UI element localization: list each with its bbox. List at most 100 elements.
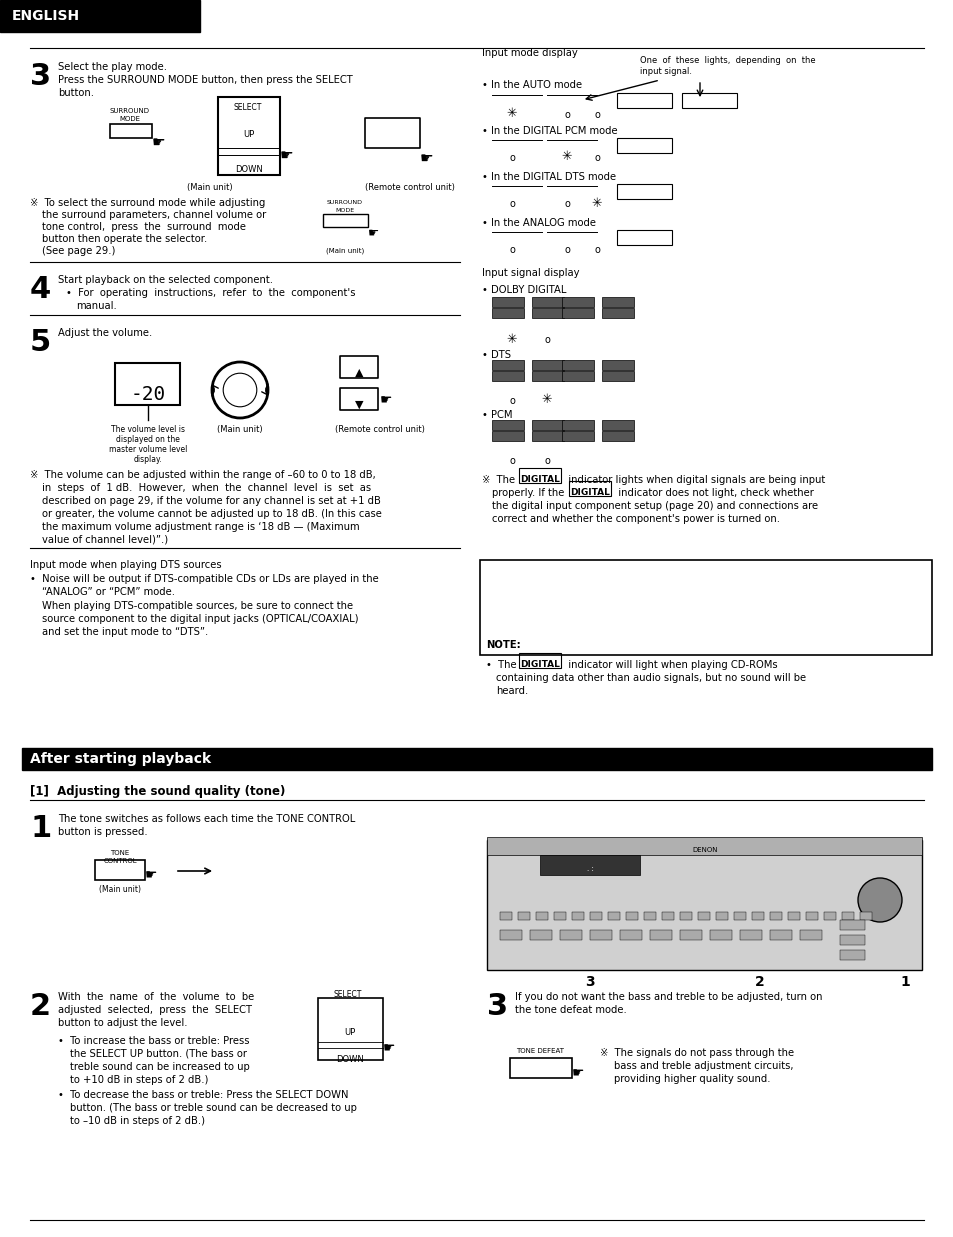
- Bar: [532, 297, 563, 307]
- Bar: [499, 930, 521, 940]
- Text: • DOLBY DIGITAL: • DOLBY DIGITAL: [481, 285, 566, 294]
- Text: When playing DTS-compatible sources, be sure to connect the: When playing DTS-compatible sources, be …: [42, 601, 353, 611]
- Text: ※  The signals do not pass through the: ※ The signals do not pass through the: [599, 1048, 793, 1058]
- Text: described on page 29, if the volume for any channel is set at +1 dB: described on page 29, if the volume for …: [42, 496, 380, 506]
- Bar: [492, 297, 523, 307]
- Bar: [532, 308, 563, 318]
- Text: •  For  operating  instructions,  refer  to  the  component's: • For operating instructions, refer to t…: [66, 288, 355, 298]
- Text: o: o: [563, 245, 569, 255]
- Bar: [823, 912, 835, 920]
- Bar: [339, 356, 377, 379]
- Bar: [681, 93, 737, 108]
- Text: ※  To select the surround mode while adjusting: ※ To select the surround mode while adju…: [30, 198, 265, 208]
- Bar: [607, 912, 619, 920]
- Bar: [479, 560, 931, 656]
- Text: NOTE:: NOTE:: [485, 640, 520, 649]
- Bar: [492, 360, 523, 370]
- Text: [1]  Adjusting the sound quality (tone): [1] Adjusting the sound quality (tone): [30, 785, 285, 798]
- Bar: [572, 912, 583, 920]
- Text: DENON: DENON: [692, 847, 717, 854]
- Bar: [805, 912, 817, 920]
- Bar: [554, 912, 565, 920]
- Text: the maximum volume adjustment range is ‘18 dB — (Maximum: the maximum volume adjustment range is ‘…: [42, 522, 359, 532]
- Text: One  of  these  lights,  depending  on  the: One of these lights, depending on the: [639, 56, 815, 66]
- Bar: [619, 930, 641, 940]
- Text: o: o: [594, 245, 599, 255]
- Text: MODE: MODE: [335, 208, 355, 213]
- Text: properly. If the: properly. If the: [492, 489, 567, 499]
- Text: The volume level is: The volume level is: [111, 426, 185, 434]
- Text: 4: 4: [30, 275, 51, 304]
- Text: • In the DIGITAL PCM mode: • In the DIGITAL PCM mode: [481, 126, 617, 136]
- Bar: [800, 930, 821, 940]
- Text: DOWN: DOWN: [335, 1055, 363, 1064]
- Text: 2: 2: [30, 992, 51, 1021]
- Bar: [532, 421, 563, 430]
- Text: Select the play mode.: Select the play mode.: [58, 62, 167, 72]
- Text: SELECT: SELECT: [334, 990, 362, 999]
- Text: in  steps  of  1 dB.  However,  when  the  channel  level  is  set  as: in steps of 1 dB. However, when the chan…: [42, 482, 371, 494]
- Bar: [486, 837, 921, 855]
- Text: • In the DIGITAL DTS mode: • In the DIGITAL DTS mode: [481, 172, 616, 182]
- Bar: [561, 297, 594, 307]
- Text: ☛: ☛: [382, 1042, 395, 1055]
- Text: ✳: ✳: [541, 393, 552, 406]
- Text: (Main unit): (Main unit): [99, 884, 141, 894]
- Text: containing data other than audio signals, but no sound will be: containing data other than audio signals…: [496, 673, 805, 683]
- Text: UP: UP: [344, 1028, 355, 1037]
- Text: input signal.: input signal.: [639, 67, 691, 75]
- Text: ☛: ☛: [419, 151, 434, 166]
- Text: 3: 3: [486, 992, 508, 1021]
- Bar: [733, 912, 745, 920]
- Text: Input signal display: Input signal display: [481, 268, 578, 278]
- Text: Input mode when playing DTS sources: Input mode when playing DTS sources: [30, 560, 221, 570]
- Text: correct and whether the component's power is turned on.: correct and whether the component's powe…: [492, 515, 780, 524]
- Bar: [601, 421, 634, 430]
- Text: • DTS: • DTS: [481, 350, 511, 360]
- Text: (See page 29.): (See page 29.): [42, 246, 115, 256]
- Circle shape: [857, 878, 901, 922]
- Text: The tone switches as follows each time the TONE CONTROL: The tone switches as follows each time t…: [58, 814, 355, 824]
- Text: the tone defeat mode.: the tone defeat mode.: [515, 1004, 626, 1016]
- Text: ☛: ☛: [280, 147, 294, 162]
- Text: ☛: ☛: [368, 226, 379, 240]
- Text: the digital input component setup (page 20) and connections are: the digital input component setup (page …: [492, 501, 818, 511]
- Bar: [561, 360, 594, 370]
- Text: -20: -20: [131, 385, 166, 404]
- Bar: [617, 230, 671, 245]
- Text: SURROUND: SURROUND: [327, 200, 363, 205]
- Text: ▲: ▲: [355, 367, 363, 379]
- Bar: [751, 912, 763, 920]
- Text: ✳: ✳: [561, 150, 572, 163]
- Text: button then operate the selector.: button then operate the selector.: [42, 234, 207, 244]
- Bar: [218, 96, 280, 174]
- Text: With  the  name  of  the  volume  to  be: With the name of the volume to be: [58, 992, 254, 1002]
- Bar: [601, 371, 634, 381]
- Bar: [510, 1058, 572, 1077]
- Text: . :: . :: [586, 866, 593, 872]
- Text: o: o: [509, 245, 515, 255]
- Bar: [486, 840, 921, 970]
- Text: button to adjust the level.: button to adjust the level.: [58, 1018, 188, 1028]
- Bar: [492, 430, 523, 442]
- Text: 1: 1: [30, 814, 51, 842]
- Text: ▼: ▼: [355, 400, 363, 409]
- Text: treble sound can be increased to up: treble sound can be increased to up: [70, 1063, 250, 1072]
- Text: o: o: [563, 110, 569, 120]
- Text: After starting playback: After starting playback: [30, 752, 211, 766]
- Text: Input mode display: Input mode display: [481, 48, 578, 58]
- Bar: [115, 362, 180, 404]
- Bar: [536, 912, 547, 920]
- Text: (Main unit): (Main unit): [217, 426, 262, 434]
- Bar: [679, 912, 691, 920]
- Text: master volume level: master volume level: [109, 445, 187, 454]
- Text: o: o: [563, 199, 569, 209]
- Bar: [601, 308, 634, 318]
- Text: ※  The volume can be adjusted within the range of –60 to 0 to 18 dB,: ※ The volume can be adjusted within the …: [30, 470, 375, 480]
- Bar: [859, 912, 871, 920]
- Bar: [661, 912, 673, 920]
- Text: o: o: [594, 153, 599, 163]
- Bar: [589, 930, 612, 940]
- Bar: [649, 930, 671, 940]
- Bar: [0, 0, 200, 32]
